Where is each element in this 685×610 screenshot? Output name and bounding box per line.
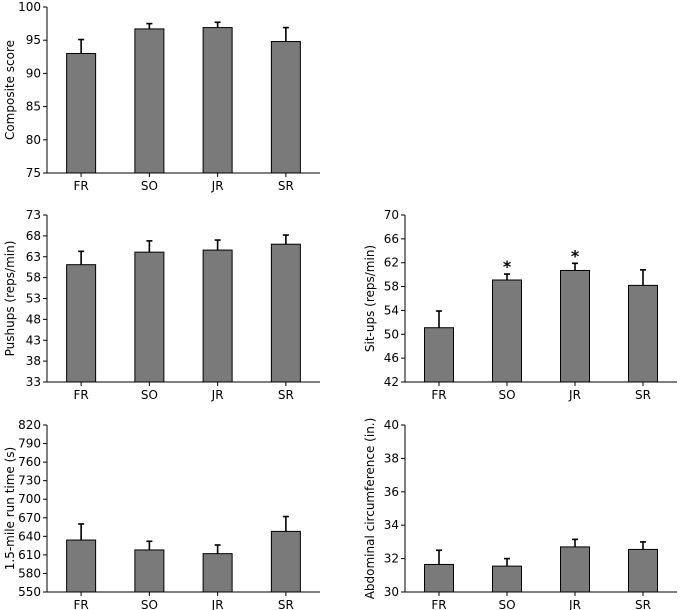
y-tick-label: 790	[18, 437, 41, 451]
bar-so	[134, 549, 165, 593]
y-tick-label: 48	[26, 312, 41, 326]
y-tick-label: 58	[26, 271, 41, 285]
y-tick-label: 33	[26, 375, 41, 389]
y-tick-label: 34	[384, 518, 399, 532]
category-label: FR	[74, 388, 89, 402]
category-label: JR	[568, 598, 581, 610]
category-label: SR	[278, 388, 294, 402]
category-label: SO	[498, 388, 515, 402]
y-tick-label: 62	[384, 256, 399, 270]
category-label: SO	[141, 598, 158, 610]
chart-pushups: 33 38 43 48 53 58 63 68 73 Pushups (reps/min) FR SO…	[3, 208, 320, 402]
category-label: SO	[141, 179, 158, 193]
bar-sr	[270, 243, 301, 383]
category-label: SR	[278, 179, 294, 193]
chart-situps: 42 46 50 54 58 62 66 70 Sit-ups (reps/min) FR * SO *…	[363, 208, 677, 402]
y-tick-label: 90	[26, 66, 41, 80]
y-tick-label: 75	[26, 166, 41, 180]
category-label: FR	[431, 598, 446, 610]
bar-fr	[424, 327, 454, 383]
category-label: SR	[635, 388, 651, 402]
y-axis-title: Pushups (reps/min)	[3, 241, 17, 357]
bar-jr	[202, 553, 233, 593]
y-tick-label: 43	[26, 333, 41, 347]
bar-sr	[270, 530, 301, 593]
category-label: SO	[141, 388, 158, 402]
y-tick-label: 85	[26, 100, 41, 114]
y-tick-label: 730	[18, 474, 41, 488]
bar-so	[134, 28, 165, 174]
y-tick-label: 54	[384, 303, 399, 317]
y-axis-title: 1.5-mile run time (s)	[3, 447, 17, 570]
bar-fr	[424, 563, 454, 593]
y-tick-label: 50	[384, 327, 399, 341]
y-tick-label: 53	[26, 292, 41, 306]
category-label: FR	[431, 388, 446, 402]
bar-jr	[560, 269, 590, 383]
y-tick-label: 36	[384, 485, 399, 499]
y-tick-label: 610	[18, 548, 41, 562]
category-label: JR	[568, 388, 581, 402]
bar-so	[492, 565, 522, 593]
y-axis-title: Abdominal circumference (in.)	[363, 418, 377, 600]
chart-run: 550 580 610 640 670 700 730 760 790 820 1.5-mile r…	[3, 418, 320, 610]
chart-abdominal: 30 32 34 36 38 40 Abdominal circumference (in.…	[363, 418, 677, 610]
y-tick-label: 73	[26, 208, 41, 222]
bar-sr	[270, 41, 301, 174]
y-tick-label: 42	[384, 375, 399, 389]
y-tick-label: 760	[18, 455, 41, 469]
y-tick-label: 550	[18, 585, 41, 599]
category-label: SO	[498, 598, 515, 610]
y-axis-title: Composite score	[3, 40, 17, 140]
category-label: JR	[211, 179, 224, 193]
bar-sr	[628, 548, 658, 593]
bar-fr	[66, 264, 97, 383]
y-tick-label: 38	[384, 451, 399, 465]
y-tick-label: 30	[384, 585, 399, 599]
y-tick-label: 68	[26, 229, 41, 243]
y-tick-label: 580	[18, 566, 41, 580]
category-label: FR	[74, 598, 89, 610]
y-tick-label: 640	[18, 529, 41, 543]
y-tick-label: 820	[18, 418, 41, 432]
y-tick-label: 32	[384, 552, 399, 566]
significance-marker: *	[571, 246, 580, 265]
y-tick-label: 40	[384, 418, 399, 432]
significance-marker: *	[503, 257, 512, 276]
bar-jr	[202, 249, 233, 383]
y-tick-label: 46	[384, 351, 399, 365]
y-tick-label: 100	[18, 0, 41, 14]
y-axis-title: Sit-ups (reps/min)	[363, 245, 377, 352]
chart-composite: 75 80 85 90 95 100 Composite score FR SO JR SR	[3, 0, 320, 193]
category-label: SR	[635, 598, 651, 610]
y-tick-label: 670	[18, 511, 41, 525]
y-tick-label: 95	[26, 33, 41, 47]
bar-so	[492, 279, 522, 383]
bar-jr	[560, 546, 590, 593]
y-tick-label: 700	[18, 492, 41, 506]
y-tick-label: 38	[26, 354, 41, 368]
category-label: FR	[74, 179, 89, 193]
y-tick-label: 70	[384, 208, 399, 222]
bar-sr	[628, 284, 658, 383]
category-label: JR	[211, 598, 224, 610]
y-tick-label: 58	[384, 280, 399, 294]
y-tick-label: 63	[26, 250, 41, 264]
y-tick-label: 66	[384, 232, 399, 246]
y-tick-label: 80	[26, 133, 41, 147]
bar-jr	[202, 27, 233, 174]
bar-so	[134, 251, 165, 383]
bar-fr	[66, 52, 97, 174]
bar-fr	[66, 539, 97, 593]
category-label: JR	[211, 388, 224, 402]
category-label: SR	[278, 598, 294, 610]
